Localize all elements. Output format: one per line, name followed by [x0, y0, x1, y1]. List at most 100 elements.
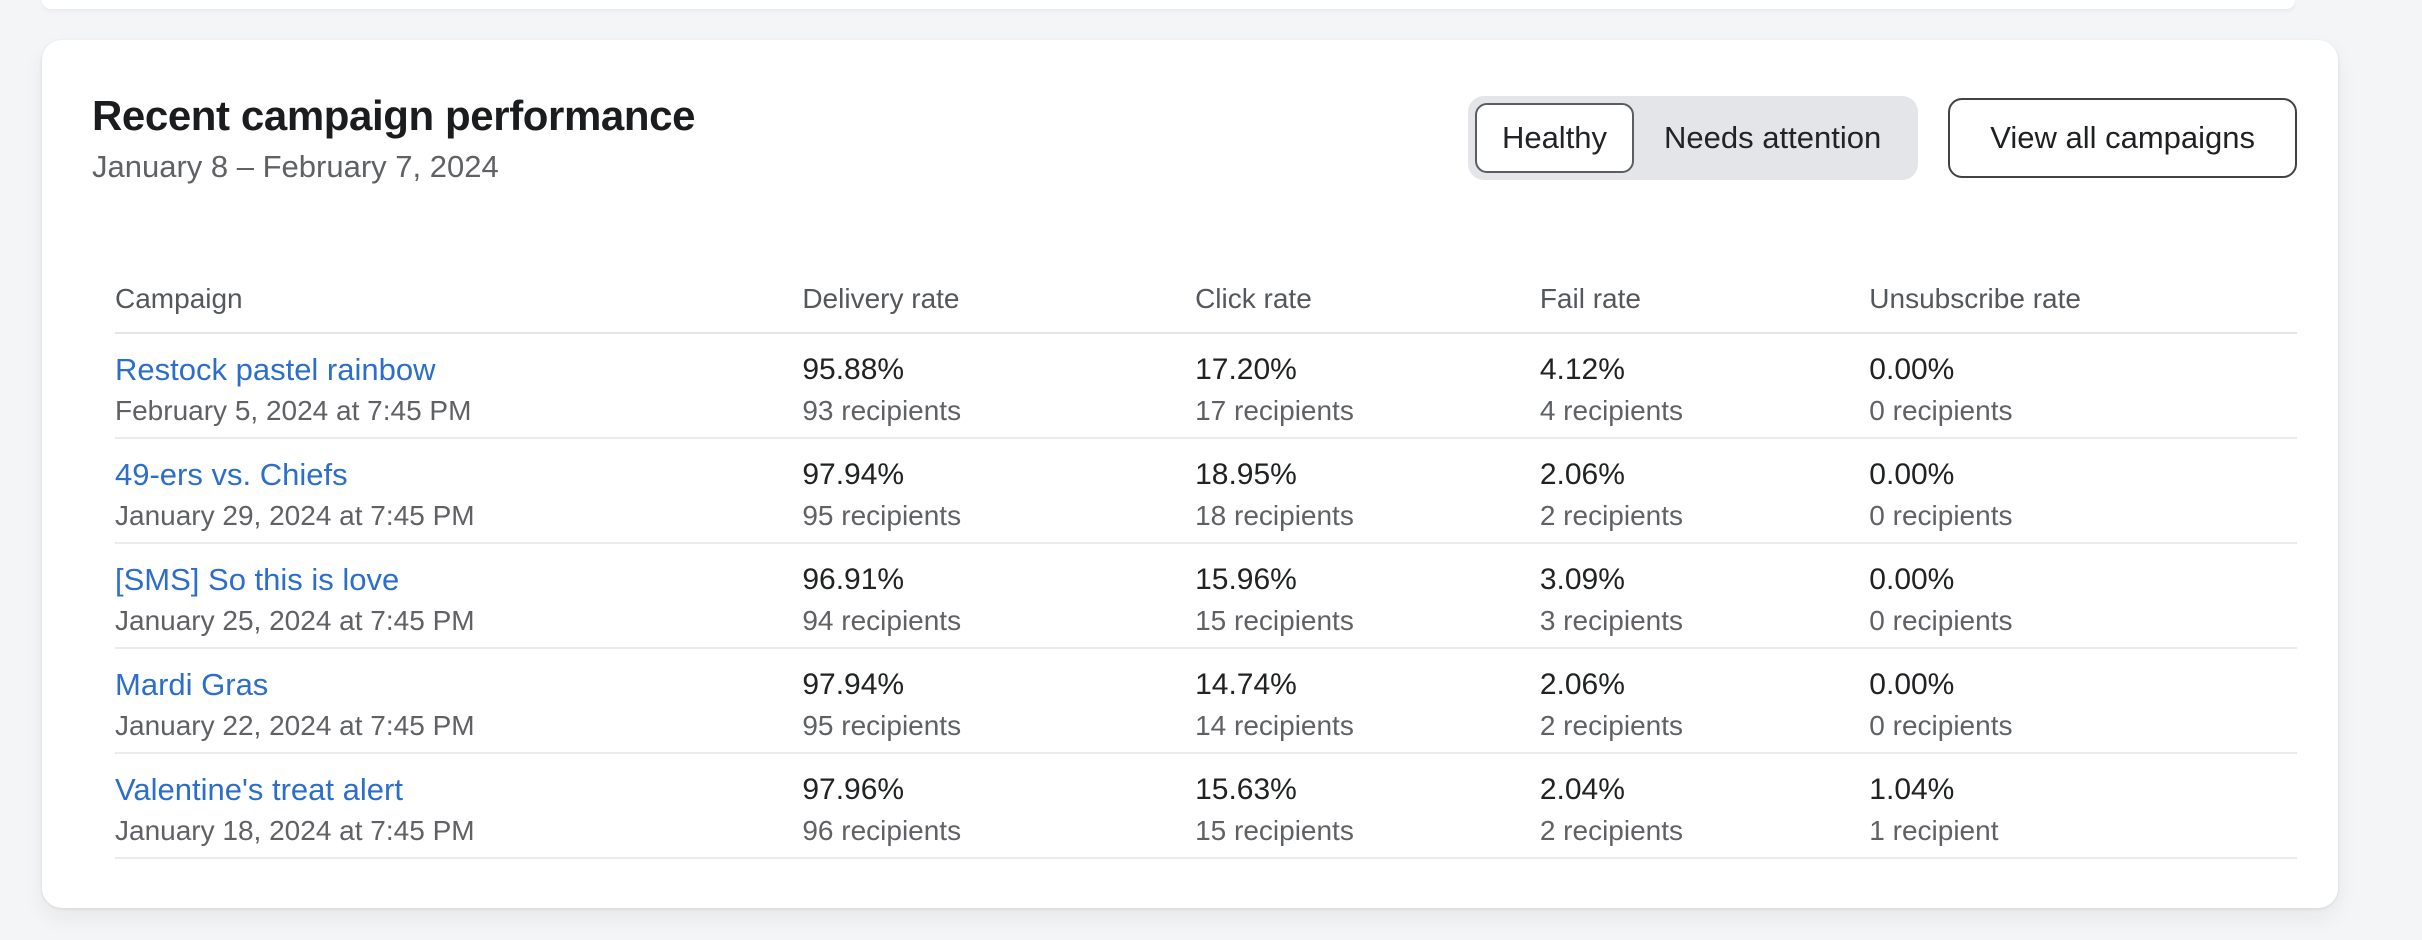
fail-rate-value: 2.06%	[1539, 458, 1625, 491]
unsubscribe-rate-recipients: 1 recipient	[1869, 815, 1999, 846]
click-rate-value: 14.74%	[1195, 668, 1297, 701]
unsubscribe-rate-value: 0.00%	[1869, 353, 1955, 386]
delivery-rate-value: 97.96%	[802, 773, 905, 806]
table-row: 49-ers vs. Chiefs January 29, 2024 at 7:…	[115, 438, 2297, 544]
column-header-unsubscribe-rate: Unsubscribe rate	[1869, 282, 2297, 334]
campaign-cell: Mardi Gras January 22, 2024 at 7:45 PM	[115, 648, 803, 754]
title-block: Recent campaign performance January 8 – …	[92, 92, 695, 186]
delivery-rate-value: 97.94%	[802, 668, 905, 701]
fail-rate-cell: 4.12% 4 recipients	[1539, 333, 1870, 439]
fail-rate-cell: 2.06% 2 recipients	[1539, 648, 1870, 754]
column-header-fail-rate: Fail rate	[1539, 282, 1870, 334]
campaign-sent-date: January 29, 2024 at 7:45 PM	[115, 500, 475, 531]
delivery-rate-recipients: 95 recipients	[802, 500, 962, 531]
click-rate-value: 17.20%	[1195, 353, 1297, 386]
delivery-rate-cell: 97.96% 96 recipients	[802, 753, 1196, 859]
table-header-row: Campaign Delivery rate Click rate Fail r…	[115, 282, 2297, 334]
campaign-sent-date: February 5, 2024 at 7:45 PM	[115, 395, 472, 426]
fail-rate-recipients: 2 recipients	[1539, 500, 1684, 531]
click-rate-value: 15.96%	[1195, 563, 1297, 596]
recent-campaign-performance-card: Recent campaign performance January 8 – …	[42, 40, 2338, 908]
delivery-rate-cell: 95.88% 93 recipients	[802, 333, 1196, 439]
click-rate-cell: 15.63% 15 recipients	[1195, 753, 1540, 859]
fail-rate-value: 4.12%	[1539, 353, 1625, 386]
view-all-campaigns-button[interactable]: View all campaigns	[1948, 98, 2297, 178]
click-rate-recipients: 18 recipients	[1195, 500, 1354, 531]
campaign-link[interactable]: Restock pastel rainbow	[115, 352, 436, 387]
fail-rate-cell: 2.06% 2 recipients	[1539, 438, 1870, 544]
table-row: Restock pastel rainbow February 5, 2024 …	[115, 333, 2297, 439]
unsubscribe-rate-cell: 1.04% 1 recipient	[1869, 753, 2297, 859]
delivery-rate-recipients: 93 recipients	[802, 395, 962, 426]
campaign-cell: [SMS] So this is love January 25, 2024 a…	[115, 543, 803, 649]
header-controls: Healthy Needs attention View all campaig…	[1467, 96, 2297, 180]
column-header-delivery-rate: Delivery rate	[802, 282, 1196, 334]
delivery-rate-recipients: 96 recipients	[802, 815, 962, 846]
delivery-rate-value: 95.88%	[802, 353, 905, 386]
click-rate-recipients: 14 recipients	[1195, 710, 1354, 741]
health-filter-segmented-control: Healthy Needs attention	[1467, 96, 1919, 180]
fail-rate-cell: 3.09% 3 recipients	[1539, 543, 1870, 649]
campaign-link[interactable]: Mardi Gras	[115, 667, 269, 702]
table-row: Mardi Gras January 22, 2024 at 7:45 PM 9…	[115, 648, 2297, 754]
campaign-cell: Restock pastel rainbow February 5, 2024 …	[115, 333, 803, 439]
campaign-link[interactable]: 49-ers vs. Chiefs	[115, 457, 348, 492]
delivery-rate-cell: 96.91% 94 recipients	[802, 543, 1196, 649]
fail-rate-value: 2.04%	[1539, 773, 1625, 806]
filter-healthy-button[interactable]: Healthy	[1474, 103, 1635, 173]
unsubscribe-rate-value: 1.04%	[1869, 773, 1955, 806]
card-title: Recent campaign performance	[92, 92, 696, 139]
click-rate-cell: 15.96% 15 recipients	[1195, 543, 1540, 649]
campaign-sent-date: January 22, 2024 at 7:45 PM	[115, 710, 475, 741]
unsubscribe-rate-recipients: 0 recipients	[1869, 395, 2013, 426]
click-rate-recipients: 17 recipients	[1195, 395, 1354, 426]
fail-rate-value: 2.06%	[1539, 668, 1625, 701]
table-body: Restock pastel rainbow February 5, 2024 …	[115, 333, 2297, 859]
campaign-table-wrapper: Campaign Delivery rate Click rate Fail r…	[115, 282, 2297, 859]
unsubscribe-rate-cell: 0.00% 0 recipients	[1869, 543, 2297, 649]
delivery-rate-recipients: 94 recipients	[802, 605, 962, 636]
unsubscribe-rate-cell: 0.00% 0 recipients	[1869, 333, 2297, 439]
unsubscribe-rate-cell: 0.00% 0 recipients	[1869, 648, 2297, 754]
click-rate-cell: 18.95% 18 recipients	[1195, 438, 1540, 544]
column-header-click-rate: Click rate	[1195, 282, 1540, 334]
click-rate-value: 18.95%	[1195, 458, 1297, 491]
delivery-rate-cell: 97.94% 95 recipients	[802, 648, 1196, 754]
campaign-link[interactable]: [SMS] So this is love	[115, 562, 400, 597]
fail-rate-recipients: 3 recipients	[1539, 605, 1684, 636]
fail-rate-recipients: 4 recipients	[1539, 395, 1684, 426]
fail-rate-recipients: 2 recipients	[1539, 815, 1684, 846]
filter-needs-attention-button[interactable]: Needs attention	[1634, 103, 1911, 173]
unsubscribe-rate-value: 0.00%	[1869, 563, 1955, 596]
click-rate-recipients: 15 recipients	[1195, 605, 1354, 636]
unsubscribe-rate-value: 0.00%	[1869, 458, 1955, 491]
unsubscribe-rate-recipients: 0 recipients	[1869, 710, 2013, 741]
previous-card-bottom-edge	[42, 0, 2295, 9]
fail-rate-cell: 2.04% 2 recipients	[1539, 753, 1870, 859]
fail-rate-value: 3.09%	[1539, 563, 1625, 596]
table-row: [SMS] So this is love January 25, 2024 a…	[115, 543, 2297, 649]
card-header: Recent campaign performance January 8 – …	[92, 92, 2297, 186]
date-range: January 8 – February 7, 2024	[92, 149, 499, 184]
unsubscribe-rate-value: 0.00%	[1869, 668, 1955, 701]
campaign-cell: 49-ers vs. Chiefs January 29, 2024 at 7:…	[115, 438, 803, 544]
unsubscribe-rate-cell: 0.00% 0 recipients	[1869, 438, 2297, 544]
campaign-performance-table: Campaign Delivery rate Click rate Fail r…	[115, 282, 2297, 859]
delivery-rate-recipients: 95 recipients	[802, 710, 962, 741]
delivery-rate-value: 97.94%	[802, 458, 905, 491]
unsubscribe-rate-recipients: 0 recipients	[1869, 500, 2013, 531]
unsubscribe-rate-recipients: 0 recipients	[1869, 605, 2013, 636]
click-rate-cell: 14.74% 14 recipients	[1195, 648, 1540, 754]
fail-rate-recipients: 2 recipients	[1539, 710, 1684, 741]
delivery-rate-value: 96.91%	[802, 563, 905, 596]
click-rate-value: 15.63%	[1195, 773, 1297, 806]
column-header-campaign: Campaign	[115, 282, 803, 334]
campaign-link[interactable]: Valentine's treat alert	[115, 772, 403, 807]
campaign-sent-date: January 18, 2024 at 7:45 PM	[115, 815, 475, 846]
campaign-cell: Valentine's treat alert January 18, 2024…	[115, 753, 803, 859]
campaign-sent-date: January 25, 2024 at 7:45 PM	[115, 605, 475, 636]
click-rate-cell: 17.20% 17 recipients	[1195, 333, 1540, 439]
delivery-rate-cell: 97.94% 95 recipients	[802, 438, 1196, 544]
click-rate-recipients: 15 recipients	[1195, 815, 1354, 846]
table-row: Valentine's treat alert January 18, 2024…	[115, 753, 2297, 859]
